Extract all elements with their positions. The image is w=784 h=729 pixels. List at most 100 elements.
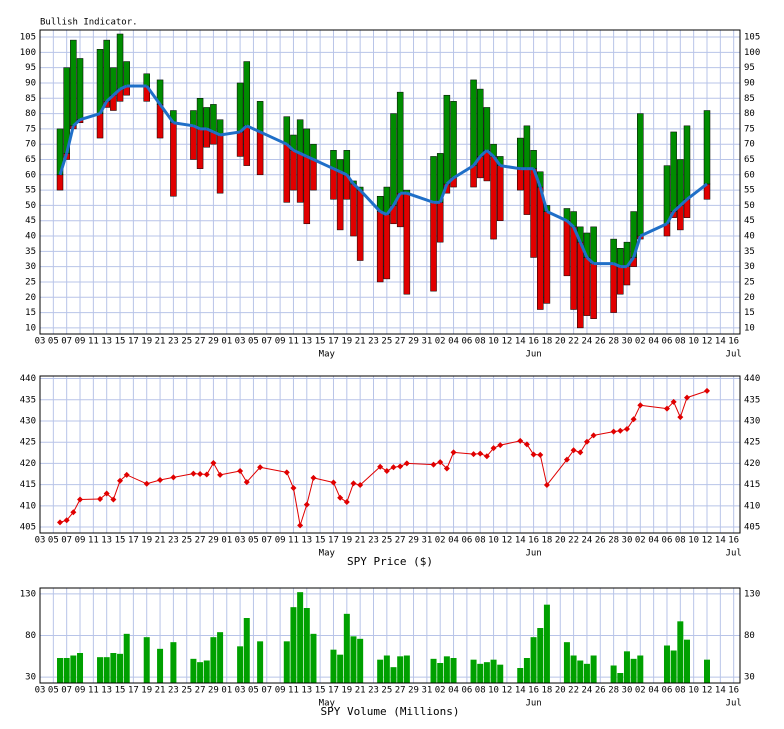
line-segment [239,124,248,134]
y-tick-label: 80 [25,631,36,641]
x-tick-label: 08 [475,536,486,546]
x-tick-label: 17 [128,536,139,546]
x-tick-label: 19 [341,686,352,696]
point-marker [77,496,84,503]
line-segment [212,130,221,137]
x-tick-label: 05 [48,337,59,347]
bar-below-average [190,125,197,160]
y-tick-label-right: 80 [744,109,755,119]
y-tick-label: 435 [20,395,36,405]
x-tick-label: 29 [208,686,219,696]
bar-above-average [663,165,671,225]
bar [297,592,304,683]
bar [377,659,384,683]
month-label: Jul [726,350,742,360]
line-segment [359,466,381,486]
bar-above-average [143,73,150,87]
bar [350,636,357,683]
y-tick-label-right: 105 [744,33,760,43]
line-segment [145,85,162,106]
x-tick-label: 15 [115,536,126,546]
point-marker [330,479,337,486]
x-tick-label: 23 [368,686,379,696]
y-tick-label: 65 [25,155,36,165]
x-tick-label: 27 [395,536,406,546]
plot-frame [39,587,741,684]
y-tick-label-right: 25 [744,277,755,287]
point-marker [583,438,590,445]
x-tick-label: 25 [181,686,192,696]
x-tick-label: 15 [315,337,326,347]
bar-above-average [110,67,117,96]
x-tick-label: 10 [488,686,499,696]
point-marker [243,479,250,486]
bar [530,637,537,683]
x-tick-label: 17 [128,686,139,696]
bar [237,646,244,683]
y-tick-label-right: 70 [744,140,755,150]
axis-title: SPY Volume (Millions) [320,705,459,718]
bar-above-average [123,61,130,87]
chart-title: Bullish Indicator. [40,18,138,28]
bar-below-average [350,183,357,237]
line-segment [299,504,308,526]
point-marker [337,494,344,501]
plot-frame [39,375,741,534]
bar [617,673,624,683]
line-segment [105,94,115,103]
point-marker [143,480,150,487]
y-tick-label-right: 95 [744,63,755,73]
bar-above-average [236,82,244,133]
x-tick-label: 12 [702,337,713,347]
point-marker [197,471,204,478]
bar-below-average [577,241,584,329]
point-marker [70,509,77,516]
y-tick-label-right: 80 [744,631,755,641]
y-tick-label: 60 [25,170,36,180]
x-tick-label: 09 [275,337,286,347]
x-tick-label: 23 [368,536,379,546]
y-tick-label-right: 40 [744,232,755,242]
bar [570,655,577,683]
x-tick-label: 06 [662,686,673,696]
point-marker [570,447,577,454]
y-tick-label-right: 130 [744,589,760,599]
bar-above-average [203,107,210,130]
x-tick-label: 27 [395,337,406,347]
bar-below-average [563,220,571,277]
x-tick-label: 20 [555,686,566,696]
bar-below-average [530,168,537,258]
line-segment [625,256,635,268]
y-tick-label: 430 [20,416,36,426]
bar-below-average [590,263,597,319]
line-segment [446,452,455,469]
x-tick-label: 27 [395,686,406,696]
x-tick-label: 12 [702,686,713,696]
bar [437,663,444,683]
x-tick-label: 05 [248,337,259,347]
line-segment [206,462,214,475]
line-segment [72,499,81,513]
point-marker [103,490,110,497]
x-tick-label: 31 [421,337,432,347]
bar-below-average [283,143,291,203]
point-marker [523,441,530,448]
bar [337,654,344,683]
x-tick-label: 04 [448,686,459,696]
x-tick-label: 18 [541,686,552,696]
bar [190,658,197,683]
y-tick-label-right: 410 [744,501,760,511]
x-tick-label: 10 [488,337,499,347]
point-marker [663,405,670,412]
bar-below-average [336,171,344,231]
bar-below-average [496,165,504,221]
y-tick-label-right: 440 [744,374,760,384]
x-tick-label: 17 [328,337,339,347]
x-tick-label: 10 [688,337,699,347]
x-tick-label: 26 [595,686,606,696]
x-tick-label: 19 [341,337,352,347]
line-segment [352,182,362,192]
point-marker [483,453,490,460]
line-segment [538,186,549,212]
bar-above-average [190,110,197,127]
